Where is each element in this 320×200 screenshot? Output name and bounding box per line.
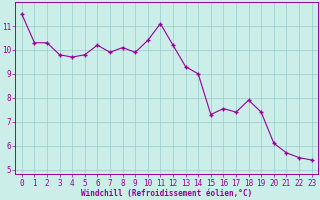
X-axis label: Windchill (Refroidissement éolien,°C): Windchill (Refroidissement éolien,°C) bbox=[81, 189, 252, 198]
